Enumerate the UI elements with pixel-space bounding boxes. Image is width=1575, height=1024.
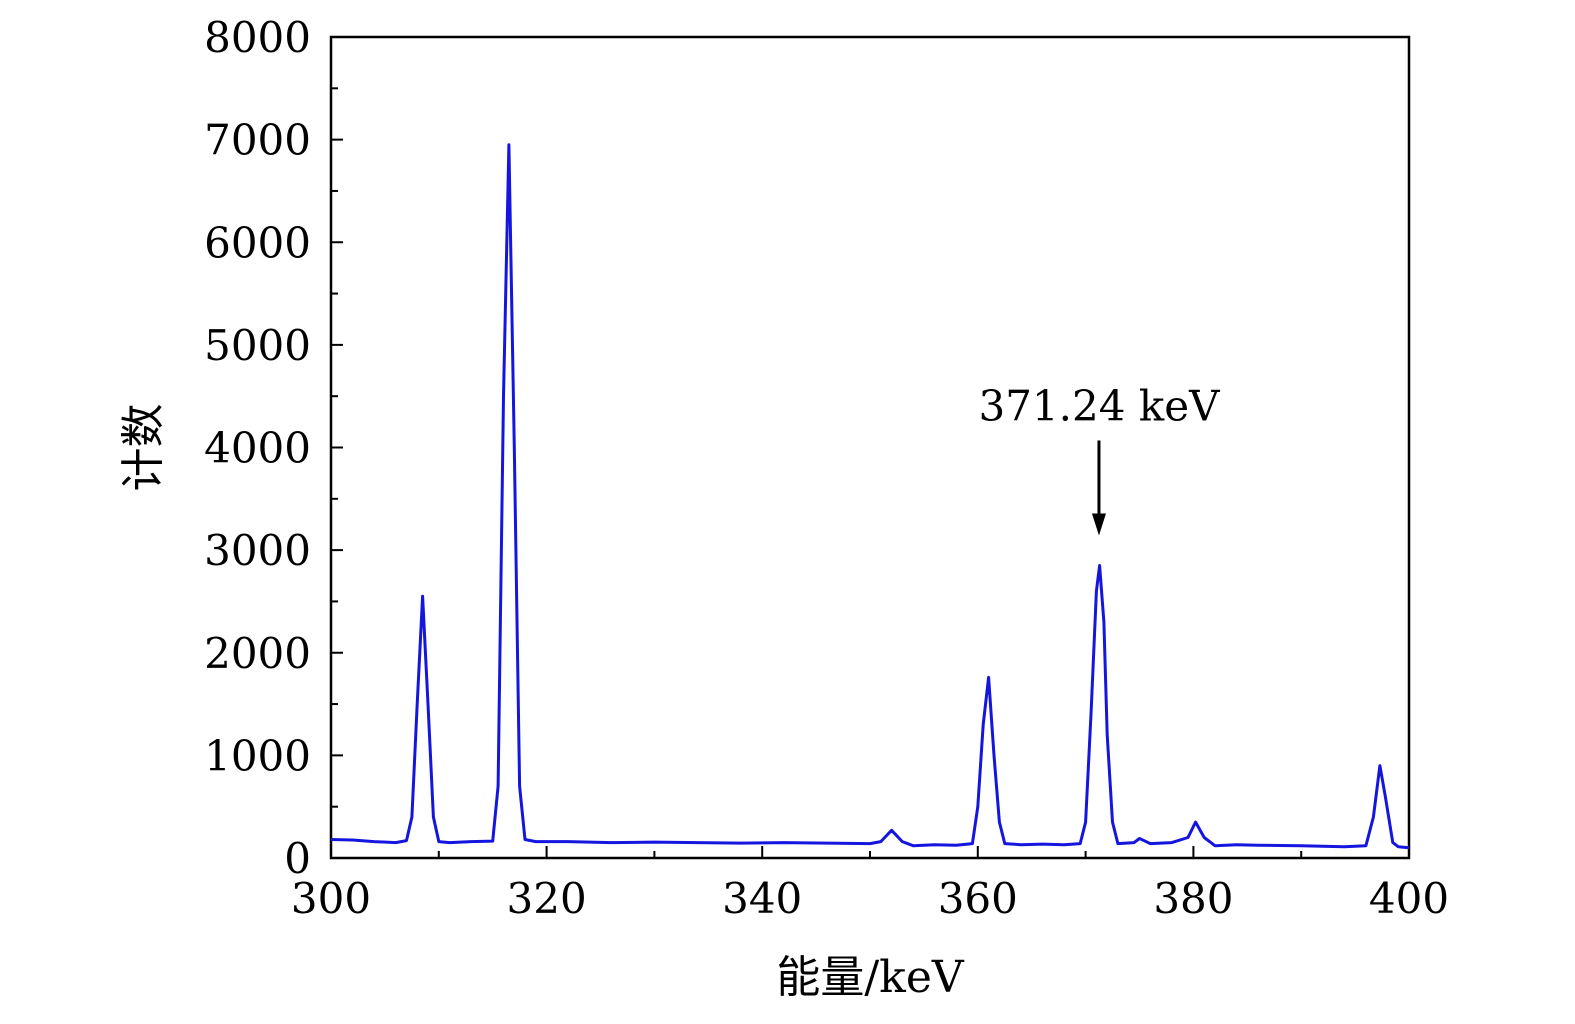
plot-frame xyxy=(329,35,1411,860)
y-tick-label: 1000 xyxy=(204,731,311,780)
y-tick-label: 8000 xyxy=(204,13,311,62)
x-tick-label: 340 xyxy=(722,874,802,923)
series-line xyxy=(330,143,1410,850)
x-tick-label: 320 xyxy=(507,874,587,923)
y-tick-label: 7000 xyxy=(204,116,311,165)
plot-border xyxy=(329,35,1411,860)
y-tick-label: 0 xyxy=(284,834,311,883)
x-tick-label: 400 xyxy=(1369,874,1449,923)
y-tick-label: 5000 xyxy=(204,321,311,370)
annotation-label: 371.24 keV xyxy=(978,382,1220,431)
peak-annotation: 371.24 keV xyxy=(978,382,1220,536)
axis-tick-labels: 300 320 340 360 380 4000100020003000400050006… xyxy=(204,13,1449,923)
y-tick-label: 4000 xyxy=(204,424,311,473)
x-tick-label: 300 xyxy=(291,874,371,923)
y-axis-label: 计数 xyxy=(118,404,169,492)
y-tick-label: 2000 xyxy=(204,629,311,678)
x-tick-label: 380 xyxy=(1153,874,1233,923)
annotation-arrow-head xyxy=(1091,513,1106,536)
axis-ticks xyxy=(330,36,1410,859)
y-tick-label: 6000 xyxy=(204,218,311,267)
y-tick-label: 3000 xyxy=(204,526,311,575)
x-tick-label: 360 xyxy=(938,874,1018,923)
x-axis-label: 能量/keV xyxy=(776,952,965,1003)
